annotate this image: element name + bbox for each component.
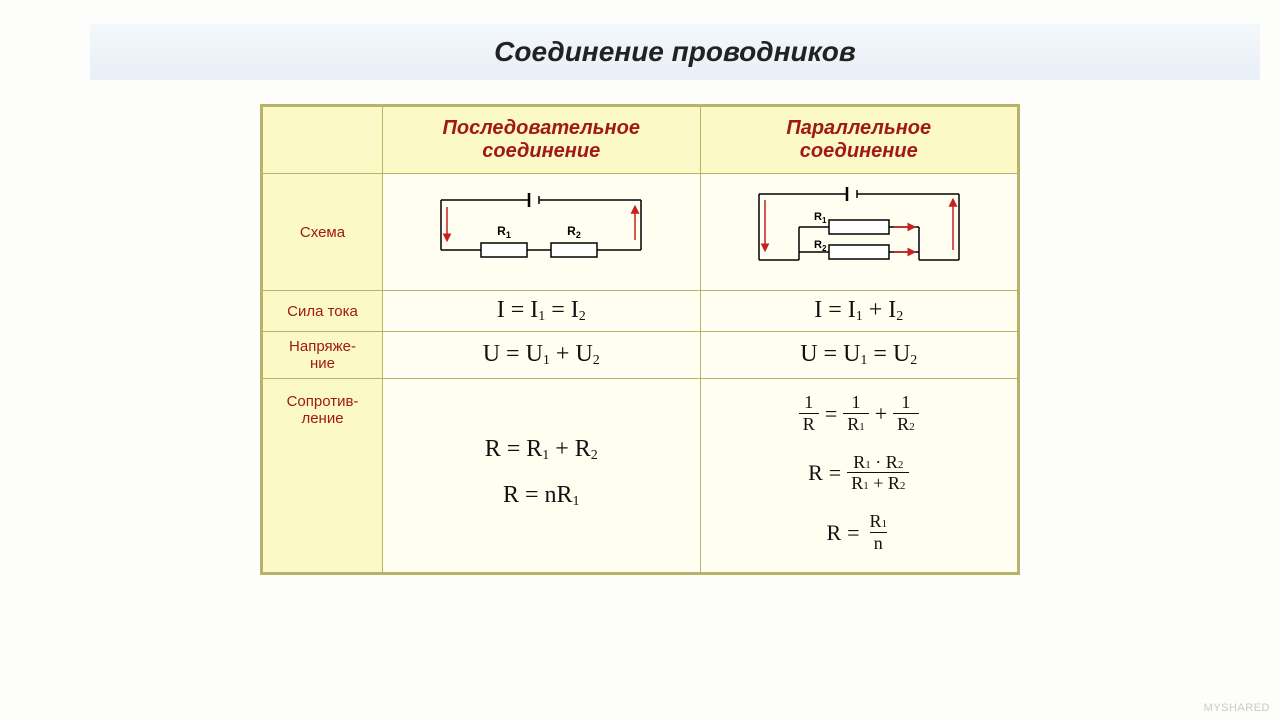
series-resistance-formulas: R = R1 + R2 R = nR1: [383, 379, 701, 573]
parallel-res-formula-1: 1R = 1R1 + 1R2: [799, 393, 919, 435]
schema-parallel: R1 R2: [700, 174, 1018, 291]
row-head-current: Сила тока: [263, 291, 383, 332]
row-head-schema: Схема: [263, 174, 383, 291]
parallel-resistance-formulas: 1R = 1R1 + 1R2 R= R1 · R2 R1 + R2: [700, 379, 1018, 573]
col-header-parallel: Параллельное соединение: [700, 107, 1018, 174]
svg-text:R2: R2: [567, 224, 581, 240]
watermark: MYSHARED: [1204, 702, 1270, 714]
col-header-series-l2: соединение: [482, 140, 600, 162]
comparison-table: Последовательное соединение Параллельное…: [260, 104, 1020, 575]
parallel-res-formula-3: R= R1 n: [826, 512, 891, 554]
row-head-resistance: Сопротив-ление: [263, 379, 383, 573]
parallel-voltage-formula: U = U1 = U2: [700, 332, 1018, 379]
row-head-voltage: Напряже-ние: [263, 332, 383, 379]
svg-text:R2: R2: [814, 239, 827, 253]
parallel-current-formula: I = I1 + I2: [700, 291, 1018, 332]
svg-text:R1: R1: [497, 224, 511, 240]
svg-text:R1: R1: [814, 211, 827, 225]
title-bar: Соединение проводников: [90, 24, 1260, 80]
col-header-parallel-l2: соединение: [800, 140, 918, 162]
page-title: Соединение проводников: [494, 36, 856, 68]
col-header-series: Последовательное соединение: [383, 107, 701, 174]
parallel-res-formula-2: R= R1 · R2 R1 + R2: [808, 453, 909, 495]
corner-cell: [263, 107, 383, 174]
series-voltage-formula: U = U1 + U2: [383, 332, 701, 379]
schema-series: R1 R2: [383, 174, 701, 291]
parallel-circuit-diagram: R1 R2: [729, 182, 989, 277]
series-circuit-diagram: R1 R2: [411, 185, 671, 275]
col-header-parallel-l1: Параллельное: [786, 117, 931, 139]
col-header-series-l1: Последовательное: [443, 117, 640, 139]
series-current-formula: I = I1 = I2: [383, 291, 701, 332]
